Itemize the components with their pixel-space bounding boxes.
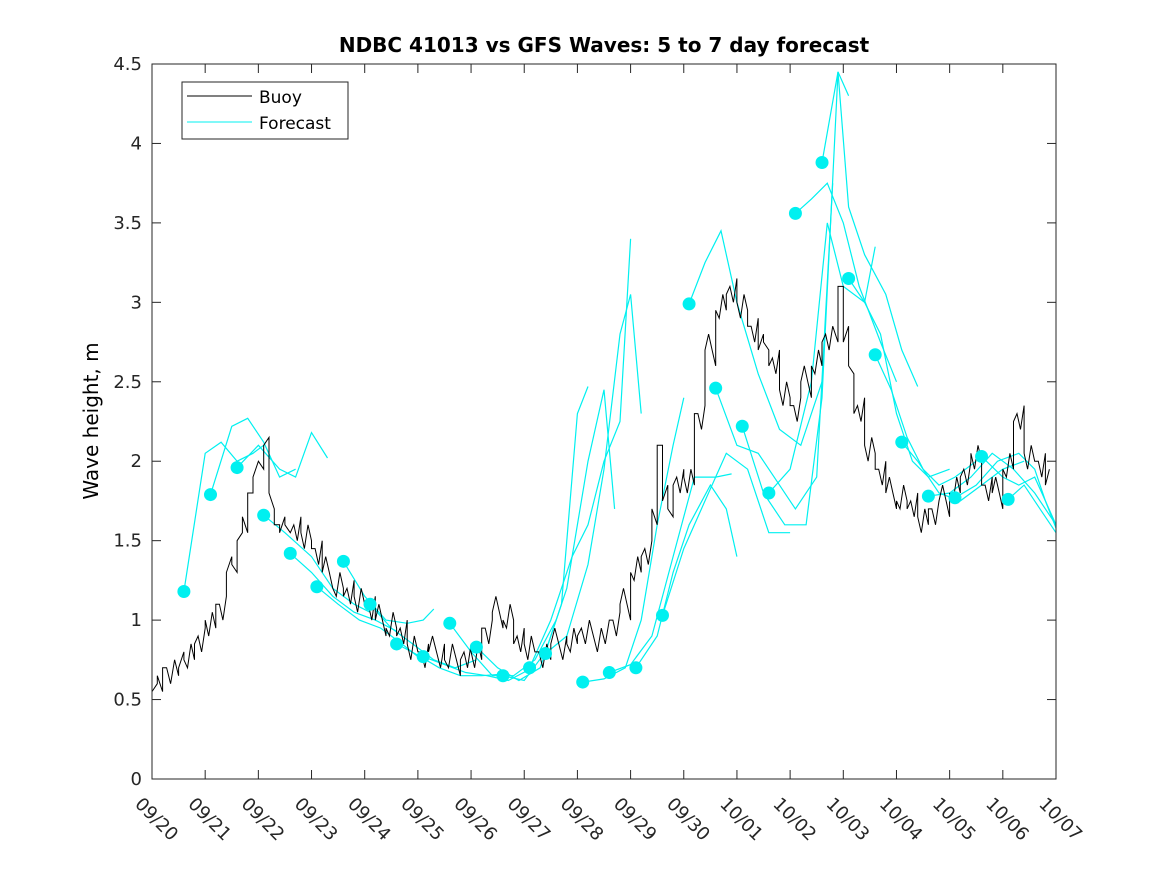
x-tick-label: 09/25	[396, 794, 448, 846]
forecast-line-25	[821, 71, 919, 387]
x-tick-label: 10/02	[769, 794, 821, 846]
forecast-line-2	[209, 417, 296, 495]
forecast-start-marker	[230, 461, 244, 475]
forecast-start-marker	[576, 675, 590, 689]
forecast-line-31	[981, 456, 1057, 526]
forecast-start-marker	[363, 597, 377, 611]
forecast-start-marker	[469, 640, 483, 654]
legend-label-forecast: Forecast	[259, 114, 331, 134]
forecast-start-marker	[629, 661, 643, 675]
forecast-start-marker	[523, 661, 537, 675]
forecast-start-marker	[257, 508, 271, 522]
forecast-start-marker	[762, 486, 776, 500]
forecast-start-marker	[443, 616, 457, 630]
x-tick-label: 09/26	[450, 794, 502, 846]
x-tick-label: 09/30	[662, 794, 714, 846]
y-tick-label: 4.5	[113, 54, 142, 75]
y-tick-label: 1	[131, 610, 142, 631]
forecast-line-1	[183, 441, 265, 592]
x-tick-label: 10/05	[928, 794, 980, 846]
buoy-series-group	[151, 278, 1050, 692]
x-tick-label: 09/23	[290, 794, 342, 846]
forecast-start-marker	[975, 449, 989, 463]
y-tick-label: 3.5	[113, 213, 142, 234]
forecast-start-marker	[842, 272, 856, 285]
forecast-line-19	[661, 452, 791, 616]
forecast-series-group	[183, 71, 1057, 683]
x-tick-label: 09/27	[503, 794, 555, 846]
y-tick-label: 4	[131, 133, 142, 154]
forecast-start-marker	[735, 419, 749, 433]
forecast-line-6	[316, 586, 419, 658]
x-tick-label: 09/20	[130, 794, 182, 846]
buoy-line	[151, 278, 1050, 692]
forecast-start-marker	[895, 435, 909, 449]
forecast-start-marker	[177, 585, 191, 599]
forecast-start-marker	[709, 381, 723, 395]
x-tick-label: 09/21	[184, 794, 236, 846]
x-tick-label: 10/06	[981, 794, 1033, 846]
forecast-start-marker	[682, 297, 696, 311]
forecast-start-marker	[203, 488, 217, 502]
x-tick-label: 10/03	[822, 794, 874, 846]
forecast-start-marker	[310, 580, 324, 594]
forecast-line-3	[236, 431, 329, 478]
legend-label-buoy: Buoy	[259, 88, 302, 108]
y-axis: 0 0.5 1 1.5 2 2.5 3 3.5 4 4.5	[113, 54, 1056, 790]
x-tick-label: 09/24	[343, 794, 395, 846]
y-tick-label: 3	[131, 292, 142, 313]
y-tick-label: 0	[131, 769, 142, 790]
forecast-line-12	[475, 386, 589, 682]
legend-box	[181, 81, 349, 140]
legend: Buoy Forecast	[181, 81, 349, 140]
forecast-start-marker	[921, 489, 935, 503]
forecast-start-marker	[815, 156, 829, 170]
forecast-line-20	[688, 229, 823, 447]
forecast-line-21	[715, 183, 834, 510]
y-tick-label: 2.5	[113, 372, 142, 393]
forecast-start-marker	[788, 206, 802, 220]
y-tick-label: 1.5	[113, 531, 142, 552]
forecast-line-5	[289, 552, 397, 632]
forecast-start-marker	[602, 666, 616, 680]
x-tick-label: 10/04	[875, 794, 927, 846]
forecast-start-marker	[336, 554, 350, 568]
forecast-line-32	[1007, 484, 1057, 534]
y-tick-label: 0.5	[113, 690, 142, 711]
forecast-line-18	[635, 483, 738, 669]
forecast-start-marker	[496, 669, 510, 683]
forecast-start-marker	[283, 546, 297, 560]
forecast-start-marker	[390, 637, 404, 651]
forecast-start-marker	[1001, 492, 1015, 506]
forecast-start-marker	[868, 348, 882, 362]
x-tick-label: 09/29	[609, 794, 661, 846]
y-axis-label: Wave height, m	[79, 342, 103, 499]
forecast-start-marker	[655, 608, 669, 622]
x-tick-label: 10/01	[715, 794, 767, 846]
x-tick-label: 10/07	[1034, 794, 1086, 846]
forecast-start-markers	[177, 156, 1015, 689]
x-tick-label: 09/28	[556, 794, 608, 846]
forecast-line-16	[582, 397, 685, 683]
forecast-start-marker	[948, 491, 962, 505]
forecast-start-marker	[539, 646, 553, 660]
forecast-line-13	[502, 389, 616, 682]
y-tick-label: 2	[131, 451, 142, 472]
forecast-start-marker	[416, 650, 430, 664]
forecast-line-4	[263, 514, 371, 613]
plot-background	[152, 64, 1056, 779]
forecast-line-14	[529, 238, 632, 669]
x-tick-label: 09/22	[237, 794, 289, 846]
chart-title: NDBC 41013 vs GFS Waves: 5 to 7 day fore…	[339, 33, 870, 57]
forecast-line-24	[795, 182, 898, 383]
plot-area	[151, 63, 1057, 780]
plot-frame	[151, 63, 1057, 780]
